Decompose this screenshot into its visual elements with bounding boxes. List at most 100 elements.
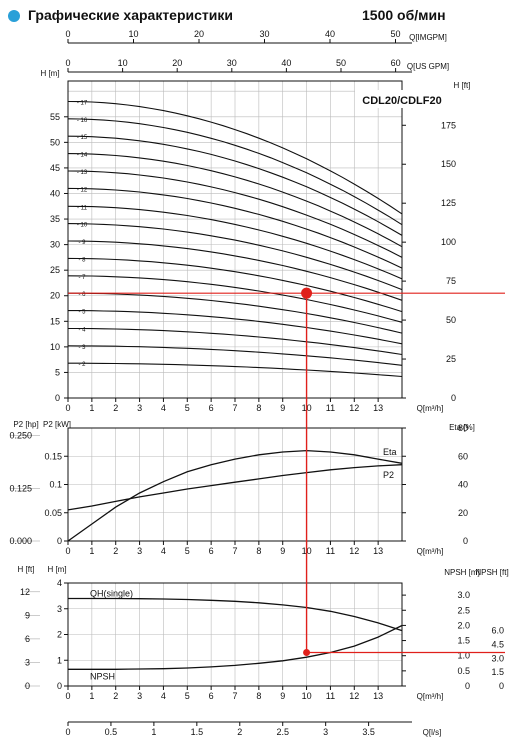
npsh-series-label: NPSH	[90, 671, 115, 681]
power-x-tick-label: 12	[349, 546, 359, 556]
npsh-ft-tick-label: 4.5	[491, 639, 504, 649]
power-x-tick-label: 8	[256, 546, 261, 556]
top-imgpm-tick-label: 10	[128, 29, 138, 39]
npsh-x-tick-label: 13	[373, 691, 383, 701]
top-imgpm-tick-label: 0	[65, 29, 70, 39]
power-x-tick-label: 5	[185, 546, 190, 556]
eta-tick-label: 80	[458, 423, 468, 433]
stage-label: - 10	[77, 223, 88, 229]
npsh-curve	[68, 624, 403, 670]
npsh-m-tick-label: 1.0	[457, 651, 470, 661]
npsh-m-axis-label: NPSH [m]	[444, 568, 480, 577]
npsh-ft-tick-label: 1.5	[491, 667, 504, 677]
npsh-x-tick-label: 6	[209, 691, 214, 701]
bottom-ls-tick-label: 0	[65, 727, 70, 737]
power-kw-tick-label: 0.1	[49, 480, 62, 490]
head-curve-stage-14	[67, 153, 403, 248]
npsh-hft-tick-label: 12	[20, 587, 30, 597]
top-imgpm-label: Q[IMGPM]	[409, 33, 447, 42]
head-x-tick-label: 11	[326, 403, 335, 413]
eta-axis-label: Eta [%]	[449, 423, 475, 432]
head-curve-stage-6	[68, 292, 403, 334]
head-y-tick-label: 25	[50, 265, 60, 275]
head-x-tick-label: 9	[280, 403, 285, 413]
npsh-hft-tick-label: 9	[25, 610, 30, 620]
head-x-tick-label: 6	[209, 403, 214, 413]
power-kw-tick-label: 0	[57, 536, 62, 546]
bottom-ls-tick-label: 1.5	[191, 727, 204, 737]
power-hp-tick-label: 0.250	[9, 431, 32, 441]
npsh-hft-tick-label: 0	[25, 681, 30, 691]
head-x-tick-label: 13	[373, 403, 383, 413]
power-hp-tick-label: 0.000	[9, 536, 32, 546]
head-curve-stage-7	[67, 275, 403, 323]
stage-label: - 17	[77, 100, 88, 106]
stage-label: - 16	[77, 118, 88, 124]
speed-label: 1500 об/мин	[362, 7, 446, 23]
npsh-x-axis-label: Q[m³/h]	[417, 692, 444, 701]
bottom-ls-tick-label: 1	[151, 727, 156, 737]
stage-label: - 12	[77, 187, 88, 193]
npsh-x-tick-label: 3	[137, 691, 142, 701]
bullet-dot-icon	[8, 10, 20, 22]
npsh-m-tick-label: 2.5	[457, 605, 470, 615]
head-y2-tick-label: 125	[441, 198, 456, 208]
head-curve-stage-16	[67, 118, 403, 226]
stage-label: - 11	[77, 205, 88, 211]
npsh-hm-tick-label: 2	[57, 630, 62, 640]
npsh-m-tick-label: 2.0	[457, 620, 470, 630]
npsh-ft-tick-label: 0	[499, 681, 504, 691]
power-kw-axis-label: P2 [kW]	[43, 420, 71, 429]
head-y-tick-label: 50	[50, 137, 60, 147]
head-y-tick-label: 30	[50, 240, 60, 250]
head-curve-stage-4	[68, 327, 403, 356]
power-kw-tick-label: 0.15	[44, 451, 62, 461]
p2-curve	[67, 464, 403, 511]
head-y2-tick-label: 25	[446, 354, 456, 364]
head-curve-stage-17	[67, 100, 403, 215]
bottom-ls-tick-label: 3.5	[362, 727, 375, 737]
head-y2-tick-label: 150	[441, 159, 456, 169]
power-x-tick-label: 1	[89, 546, 94, 556]
npsh-hft-axis-label: H [ft]	[18, 565, 35, 574]
bottom-ls-axis-label: Q[l/s]	[423, 728, 442, 737]
p2-series-label: P2	[383, 470, 394, 480]
page-header: Графические характеристики 1500 об/мин	[0, 0, 510, 30]
npsh-x-tick-label: 10	[302, 691, 312, 701]
npsh-m-tick-label: 0.5	[457, 666, 470, 676]
top-imgpm-tick-label: 50	[390, 29, 400, 39]
head-y2-axis-label: H [ft]	[454, 81, 471, 90]
bottom-ls-tick-label: 2.5	[276, 727, 289, 737]
power-x-tick-label: 13	[373, 546, 383, 556]
head-y2-tick-label: 75	[446, 276, 456, 286]
stage-label: - 5	[78, 310, 86, 316]
head-x-tick-label: 5	[185, 403, 190, 413]
head-x-tick-label: 1	[89, 403, 94, 413]
npsh-x-tick-label: 7	[232, 691, 237, 701]
head-y2-tick-label: 175	[441, 120, 456, 130]
head-x-tick-label: 12	[349, 403, 359, 413]
head-y-tick-label: 35	[50, 214, 60, 224]
npsh-ft-axis-label: NPSH [ft]	[475, 568, 508, 577]
npsh-m-tick-label: 0	[465, 681, 470, 691]
head-curve-stage-8	[67, 257, 403, 313]
power-hp-tick-label: 0.125	[9, 483, 32, 493]
npsh-hm-tick-label: 1	[57, 655, 62, 665]
head-x-tick-label: 8	[256, 403, 261, 413]
stage-label: - 6	[78, 292, 86, 298]
power-x-tick-label: 2	[113, 546, 118, 556]
head-curve-stage-5	[68, 310, 403, 345]
top-usgpm-tick-label: 30	[227, 58, 237, 68]
npsh-x-tick-label: 9	[280, 691, 285, 701]
head-x-tick-label: 0	[65, 403, 70, 413]
head-y-tick-label: 45	[50, 163, 60, 173]
npsh-x-tick-label: 0	[65, 691, 70, 701]
npsh-x-tick-label: 1	[89, 691, 94, 701]
eta-curve	[67, 449, 403, 542]
eta-tick-label: 20	[458, 508, 468, 518]
npsh-x-tick-label: 4	[161, 691, 166, 701]
npsh-hm-tick-label: 4	[57, 578, 62, 588]
stage-label: - 9	[78, 240, 86, 246]
top-usgpm-tick-label: 0	[65, 58, 70, 68]
top-imgpm-tick-label: 20	[194, 29, 204, 39]
